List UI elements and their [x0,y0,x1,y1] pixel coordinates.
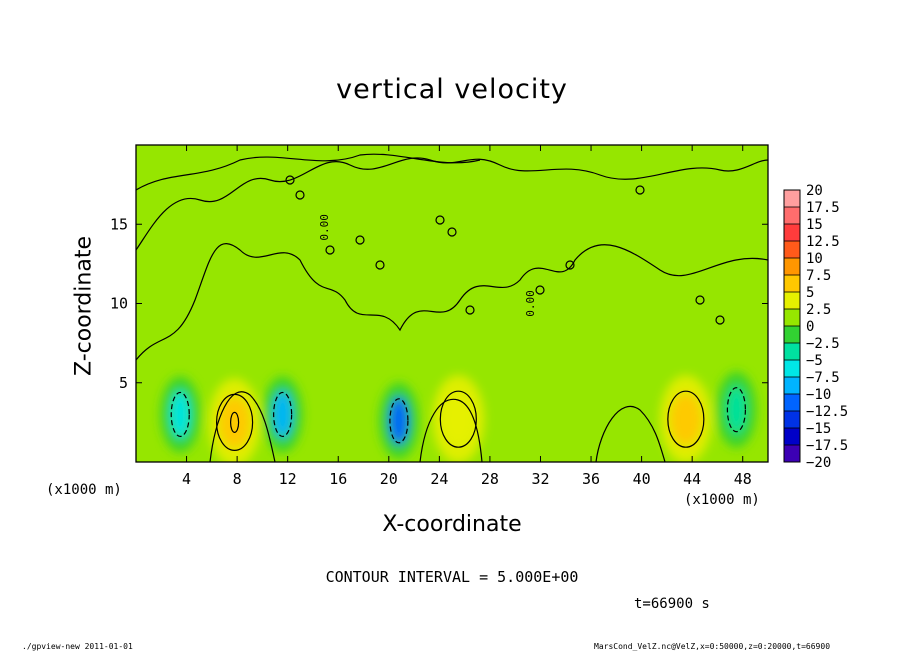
colorbar-label: −12.5 [806,404,848,420]
x-unit-label-left: (x1000 m) [46,482,122,498]
downdraft-contour-3 [170,391,190,438]
footer-data-source: MarsCond_VelZ.nc@VelZ,x=0:50000,z=0:2000… [594,642,831,651]
small-contour-circle-8 [635,185,645,195]
updraft-contour-1 [439,390,477,448]
colorbar-label: 17.5 [806,200,840,216]
colorbar-label: 12.5 [806,234,840,250]
colorbar-band [784,326,800,343]
colorbar-label: 2.5 [806,302,831,318]
colorbar-band [784,377,800,394]
colorbar-band [784,224,800,241]
colorbar-label: −7.5 [806,370,840,386]
x-tick-label: 4 [182,470,191,488]
colorbar-label: 5 [806,285,814,301]
zero-contour-line-4 [419,398,483,462]
contour-interval-note: CONTOUR INTERVAL = 5.000E+00 [325,568,579,586]
colorbar-band [784,292,800,309]
y-tick-label: 10 [110,295,128,313]
chart-title: vertical velocity [336,74,568,105]
colorbar-label: −2.5 [806,336,840,352]
x-tick-label: 36 [582,470,600,488]
updraft-core-0 [218,396,251,449]
y-tick-label: 5 [119,374,128,392]
updraft-core-2 [669,393,702,446]
x-axis-label: X-coordinate [382,512,522,537]
x-unit-label-right: (x1000 m) [684,492,760,508]
x-tick-label: 40 [633,470,651,488]
colorbar-label: −20 [806,455,831,471]
colorbar-label: 7.5 [806,268,831,284]
x-tick-label: 12 [279,470,297,488]
colorbar-band [784,207,800,224]
small-contour-circle-0 [285,175,295,185]
x-tick-label: 44 [683,470,701,488]
updraft-contour-2 [667,390,705,448]
small-contour-circle-9 [695,295,705,305]
contour-lines [136,153,768,462]
small-contour-circle-7 [565,260,575,270]
velocity-field [160,371,757,462]
downdraft-contour-4 [273,391,293,438]
small-contour-circle-2 [325,245,335,255]
small-contour-circle-1 [295,190,305,200]
zero-contour-line-2 [136,153,481,191]
colorbar-band [784,275,800,292]
small-contour-circle-12 [465,305,475,315]
y-axis-label: Z-coordinate [71,236,97,376]
colorbar-label: −17.5 [806,438,848,454]
contour-label: 0.00 [524,290,537,317]
colorbar-band [784,411,800,428]
colorbar-label: −10 [806,387,831,403]
colorbar-band [784,428,800,445]
colorbar-label: 10 [806,251,823,267]
x-tick-label: 16 [329,470,347,488]
colorbar-band [784,445,800,462]
downdraft-contour-6 [726,387,747,433]
colorbar-label: 15 [806,217,823,233]
small-contour-circle-3 [355,235,365,245]
colorbar-band [784,394,800,411]
colorbar-band [784,360,800,377]
colorbar-label: 20 [806,183,823,199]
zero-contour-line-0 [136,243,768,361]
small-contour-circle-10 [715,315,725,325]
y-tick-label: 15 [110,215,128,233]
downdraft-contour-5 [389,398,409,444]
x-tick-label: 48 [734,470,752,488]
contour-label: 0.00 [318,214,331,241]
downdraft-core-5 [388,396,409,445]
small-contour-circle-11 [375,260,385,270]
zero-contour-line-5 [595,405,666,462]
updraft-inner-contour-0 [229,411,240,433]
x-tick-label: 28 [481,470,499,488]
small-contour-circle-4 [435,215,445,225]
x-tick-label: 32 [531,470,549,488]
footer-program-date: ./gpview-new 2011-01-01 [22,642,133,651]
small-contour-circle-6 [535,285,545,295]
time-stamp: t=66900 s [634,596,710,612]
colorbar-band [784,241,800,258]
downdraft-core-6 [726,385,747,434]
downdraft-core-3 [170,390,191,439]
x-tick-label: 8 [233,470,242,488]
colorbar-band [784,190,800,207]
downdraft-core-4 [272,390,293,439]
colorbar-band [784,343,800,360]
colorbar-label: 0 [806,319,814,335]
zero-contour-line-1 [136,157,768,251]
colorbar-label: −15 [806,421,831,437]
small-contour-circle-5 [447,227,457,237]
x-tick-label: 24 [430,470,448,488]
x-tick-label: 20 [380,470,398,488]
colorbar-label: −5 [806,353,823,369]
zero-contour-line-3 [209,391,276,462]
colorbar-band [784,309,800,326]
colorbar-band [784,258,800,275]
